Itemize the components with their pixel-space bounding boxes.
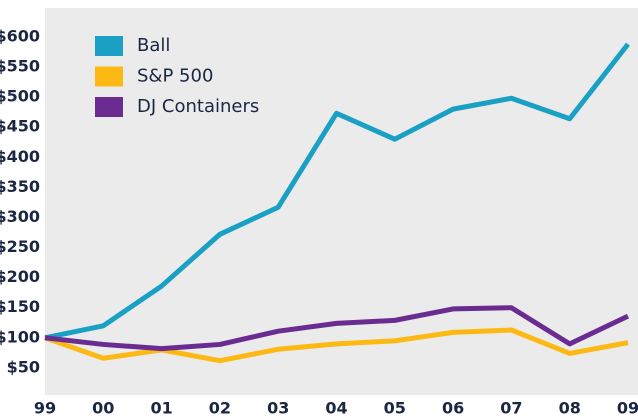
y-tick-label: $150 <box>0 297 40 316</box>
data-line <box>44 305 630 352</box>
x-tick-label: 09 <box>617 399 638 418</box>
y-tick-label: $350 <box>0 177 40 196</box>
x-tick-label: 08 <box>559 399 581 418</box>
y-tick-label: $600 <box>0 26 40 45</box>
y-tick-label: $200 <box>0 267 40 286</box>
y-tick-label: $400 <box>0 147 40 166</box>
y-tick-label: $50 <box>7 357 40 376</box>
y-tick-label: $450 <box>0 117 40 136</box>
y-tick-label: $300 <box>0 207 40 226</box>
legend-swatch <box>95 66 123 87</box>
x-tick-label: 07 <box>500 399 522 418</box>
x-tick-label: 05 <box>384 399 406 418</box>
legend-swatch <box>95 97 123 117</box>
x-tick-label: 04 <box>325 399 347 418</box>
y-tick-label: $550 <box>0 56 40 75</box>
legend-label: S&P 500 <box>137 66 213 87</box>
x-tick-label: 02 <box>209 399 231 418</box>
y-tick-label: $100 <box>0 327 40 346</box>
data-line <box>44 42 630 341</box>
legend-label: Ball <box>137 35 170 56</box>
x-tick-label: 99 <box>34 399 56 418</box>
plot-background <box>45 8 638 395</box>
legend-label: DJ Containers <box>137 96 259 117</box>
x-tick-label: 01 <box>150 399 172 418</box>
y-tick-label: $250 <box>0 237 40 256</box>
data-line <box>44 327 629 364</box>
x-tick-label: 00 <box>92 399 114 418</box>
x-tick-label: 06 <box>442 399 464 418</box>
x-tick-label: 03 <box>267 399 289 418</box>
legend-swatch <box>95 36 123 56</box>
y-tick-label: $500 <box>0 87 40 106</box>
